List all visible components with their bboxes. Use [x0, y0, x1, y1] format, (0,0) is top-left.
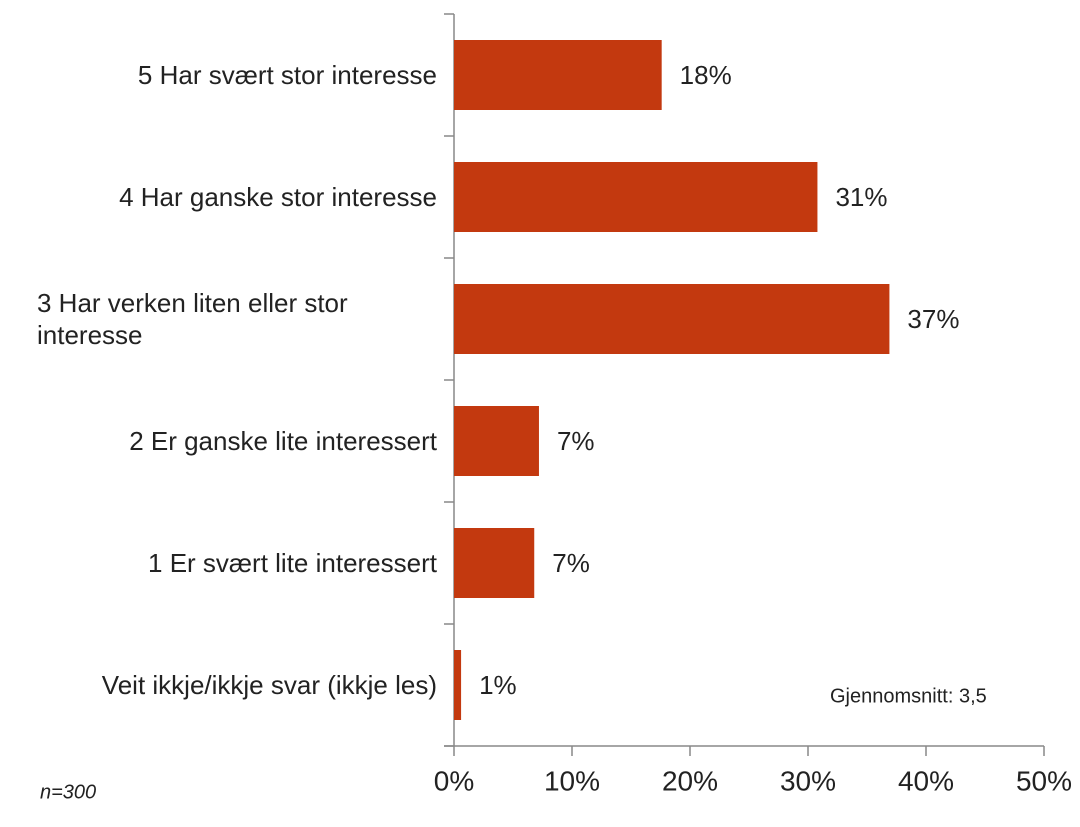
x-tick-label: 30%: [780, 765, 836, 796]
value-label: 1%: [479, 670, 517, 700]
value-label: 18%: [680, 60, 732, 90]
footnote: n=300: [40, 781, 96, 803]
value-label: 37%: [907, 304, 959, 334]
category-label: 2 Er ganske lite interessert: [37, 425, 437, 457]
category-text: 5 Har svært stor interesse: [137, 60, 437, 90]
bar: [454, 528, 535, 598]
value-label: 7%: [552, 548, 590, 578]
category-text: Veit ikkje/ikkje svar (ikkje les): [101, 670, 437, 700]
bar: [454, 40, 662, 110]
category-label: 5 Har svært stor interesse: [37, 59, 437, 91]
value-label: 7%: [557, 426, 595, 456]
x-tick-label: 40%: [898, 765, 954, 796]
category-label: 3 Har verken liten eller stor interesse: [37, 287, 437, 351]
category-text: 2 Er ganske lite interessert: [129, 426, 437, 456]
bar: [454, 406, 539, 476]
category-label: Veit ikkje/ikkje svar (ikkje les): [37, 669, 437, 701]
value-label: 31%: [835, 182, 887, 212]
x-tick-label: 50%: [1016, 765, 1072, 796]
x-tick-label: 20%: [662, 765, 718, 796]
annotation: Gjennomsnitt: 3,5: [830, 685, 987, 707]
category-label: 1 Er svært lite interessert: [37, 547, 437, 579]
bar: [454, 162, 818, 232]
x-tick-label: 10%: [544, 765, 600, 796]
category-text: 1 Er svært lite interessert: [148, 548, 437, 578]
bar: [454, 650, 462, 720]
category-label: 4 Har ganske stor interesse: [37, 181, 437, 213]
category-text: 4 Har ganske stor interesse: [119, 182, 437, 212]
x-tick-label: 0%: [434, 765, 474, 796]
category-text: 3 Har verken liten eller stor interesse: [37, 288, 348, 350]
bar: [454, 284, 890, 354]
